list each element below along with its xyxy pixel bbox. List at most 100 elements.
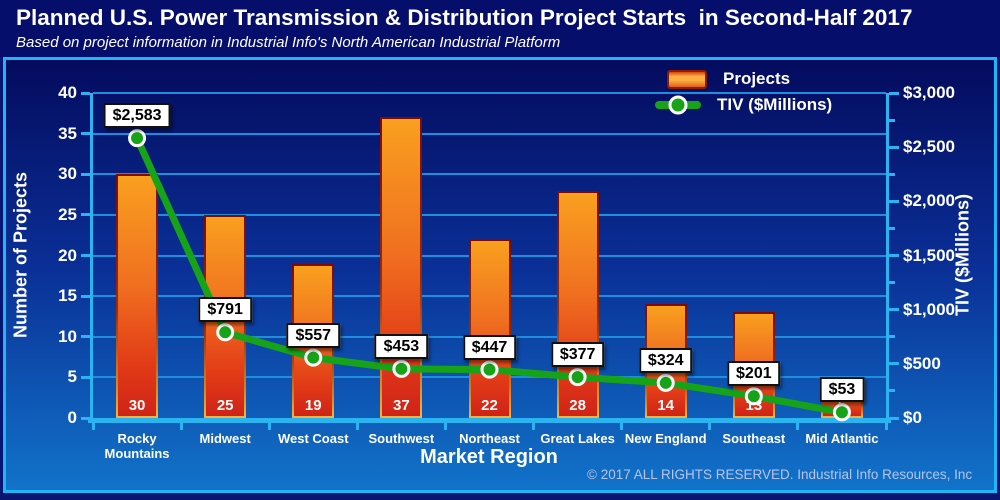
right-axis-minor-tick bbox=[889, 226, 895, 230]
x-axis-tick bbox=[708, 423, 712, 430]
line-marker-swatch-icon bbox=[655, 95, 701, 115]
left-axis-tick bbox=[81, 91, 90, 95]
right-axis-title: TIV ($Millions) bbox=[952, 193, 973, 317]
x-axis-tick bbox=[884, 423, 888, 430]
marker-dot-icon bbox=[668, 95, 688, 115]
left-axis-tick bbox=[81, 294, 90, 298]
left-axis-tick-label: 20 bbox=[58, 245, 77, 265]
tiv-value-label: $791 bbox=[198, 297, 252, 323]
x-axis-tick bbox=[532, 423, 536, 430]
page-title: Planned U.S. Power Transmission & Distri… bbox=[16, 5, 913, 30]
left-axis-tick-label: 0 bbox=[67, 408, 77, 427]
page-subtitle: Based on project information in Industri… bbox=[16, 34, 561, 51]
right-axis-tick bbox=[889, 416, 899, 420]
tiv-value-label: $447 bbox=[462, 334, 517, 360]
left-axis-tick-label: 35 bbox=[58, 123, 77, 143]
bar-value-label: 28 bbox=[569, 397, 586, 414]
bar-swatch-icon bbox=[667, 69, 707, 89]
bar-rocky-mountains: 30 bbox=[116, 174, 159, 418]
right-axis-tick bbox=[889, 145, 899, 149]
x-category-label: West Coast bbox=[277, 431, 349, 446]
header: Planned U.S. Power Transmission & Distri… bbox=[0, 0, 1000, 57]
right-axis-minor-tick bbox=[889, 335, 895, 339]
right-axis-tick-label: $2,500 bbox=[903, 137, 955, 157]
right-axis-tick bbox=[889, 362, 899, 366]
tiv-marker bbox=[216, 323, 235, 342]
tiv-marker bbox=[744, 387, 763, 406]
left-axis-title: Number of Projects bbox=[10, 171, 31, 339]
left-axis-tick bbox=[81, 335, 90, 339]
tiv-marker bbox=[832, 403, 851, 422]
right-axis-tick bbox=[889, 308, 899, 312]
tiv-value-label: $557 bbox=[286, 322, 341, 348]
tiv-marker bbox=[392, 359, 411, 378]
right-axis-tick-label: $500 bbox=[903, 353, 941, 373]
x-category-label: Southwest bbox=[368, 431, 435, 446]
bottom-axis-line bbox=[88, 418, 891, 423]
left-axis-tick-label: 40 bbox=[58, 83, 77, 102]
right-axis-tick bbox=[889, 91, 899, 95]
gridline bbox=[93, 92, 886, 94]
x-axis-tick bbox=[355, 423, 359, 430]
legend-item-projects: Projects bbox=[655, 66, 832, 92]
right-axis-tick-label: $2,000 bbox=[903, 191, 955, 211]
tiv-value-label: $201 bbox=[727, 361, 781, 387]
right-axis-tick-label: $3,000 bbox=[903, 83, 955, 102]
legend-label-tiv: TIV ($Millions) bbox=[717, 95, 833, 114]
x-category-label: Midwest bbox=[199, 431, 251, 446]
x-category-label: Mid Atlantic bbox=[805, 431, 879, 446]
left-axis-tick-label: 10 bbox=[58, 326, 77, 346]
right-axis-minor-tick bbox=[889, 281, 895, 285]
legend: Projects TIV ($Millions) bbox=[655, 66, 832, 118]
tiv-value-label: $377 bbox=[550, 342, 605, 368]
left-axis-tick-label: 30 bbox=[58, 164, 77, 184]
tiv-value-label: $2,583 bbox=[103, 103, 171, 129]
right-axis-tick-label: $1,500 bbox=[903, 245, 955, 265]
left-axis-tick-label: 5 bbox=[67, 367, 77, 387]
left-axis-tick bbox=[81, 213, 90, 217]
bar-value-label: 14 bbox=[657, 397, 675, 414]
right-axis-tick bbox=[889, 254, 899, 257]
left-axis-tick-label: 25 bbox=[58, 204, 77, 224]
bar-value-label: 19 bbox=[304, 397, 322, 414]
gridline bbox=[93, 132, 886, 135]
tiv-marker bbox=[656, 373, 675, 392]
bar-northeast: 22 bbox=[468, 239, 511, 418]
right-axis-minor-tick bbox=[889, 118, 895, 122]
right-axis-line bbox=[886, 93, 889, 423]
x-axis-tick bbox=[91, 423, 95, 430]
tiv-marker bbox=[480, 360, 499, 379]
bar-value-label: 22 bbox=[481, 397, 498, 414]
x-axis-tick bbox=[179, 423, 183, 430]
tiv-marker bbox=[128, 129, 147, 148]
legend-item-tiv: TIV ($Millions) bbox=[655, 92, 832, 118]
x-category-label: Southeast bbox=[722, 431, 786, 446]
x-axis-tick bbox=[620, 423, 624, 430]
right-axis-minor-tick bbox=[889, 172, 895, 176]
left-axis-tick bbox=[81, 254, 90, 257]
legend-label-projects: Projects bbox=[723, 69, 791, 88]
tiv-value-label: $324 bbox=[638, 347, 693, 373]
x-category-label: Northeast bbox=[459, 431, 520, 446]
copyright-text: © 2017 ALL RIGHTS RESERVED. Industrial I… bbox=[587, 467, 973, 482]
tiv-marker bbox=[304, 348, 323, 367]
x-category-label: New England bbox=[624, 431, 707, 446]
gridline bbox=[93, 173, 886, 176]
x-axis-tick bbox=[443, 423, 447, 430]
left-axis-tick-label: 15 bbox=[58, 286, 77, 306]
x-category-label: Rocky Mountains bbox=[104, 431, 170, 461]
right-axis-minor-tick bbox=[889, 389, 895, 393]
x-axis-tick bbox=[796, 423, 800, 430]
x-axis-title: Market Region bbox=[420, 446, 558, 468]
right-axis-tick bbox=[889, 199, 899, 203]
right-axis-tick-label: $1,000 bbox=[903, 299, 955, 319]
tiv-value-label: $53 bbox=[819, 377, 865, 403]
left-axis-tick bbox=[81, 375, 90, 379]
left-axis-line bbox=[90, 93, 93, 423]
tiv-marker bbox=[568, 368, 587, 387]
bar-value-label: 30 bbox=[128, 397, 146, 414]
